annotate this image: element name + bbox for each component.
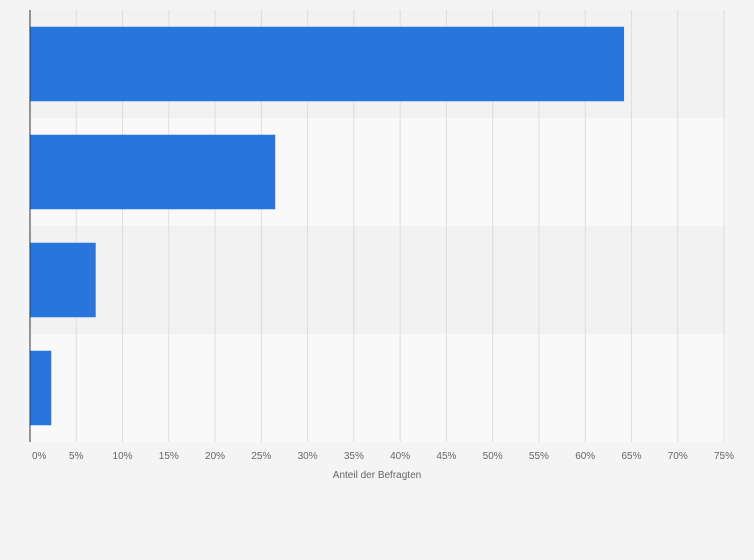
x-tick-label: 0%	[32, 451, 47, 462]
bar[interactable]	[30, 134, 276, 210]
bar[interactable]	[30, 350, 52, 426]
x-tick-label: 75%	[714, 451, 734, 462]
x-tick-label: 60%	[575, 451, 595, 462]
x-tick-label: 5%	[69, 451, 84, 462]
gridlines	[75, 10, 725, 442]
category-band	[30, 226, 726, 334]
x-tick-label: 10%	[113, 451, 133, 462]
category-band	[30, 334, 726, 442]
x-tick-label: 50%	[483, 451, 503, 462]
x-axis-title: Anteil der Befragten	[333, 470, 421, 481]
bar[interactable]	[30, 26, 625, 102]
bars	[30, 26, 625, 426]
x-tick-label: 40%	[390, 451, 410, 462]
x-tick-label: 25%	[251, 451, 271, 462]
x-tick-label: 65%	[621, 451, 641, 462]
x-tick-label: 35%	[344, 451, 364, 462]
x-tick-label: 20%	[205, 451, 225, 462]
x-tick-label: 15%	[159, 451, 179, 462]
x-tick-label: 55%	[529, 451, 549, 462]
x-tick-label: 30%	[298, 451, 318, 462]
bar[interactable]	[30, 242, 96, 318]
x-tick-labels: 0% 5% 10% 15% 20% 25% 30% 35% 40% 45% 50% 55% 60% 65%…	[32, 451, 734, 462]
x-tick-label: 70%	[668, 451, 688, 462]
x-tick-label: 45%	[436, 451, 456, 462]
